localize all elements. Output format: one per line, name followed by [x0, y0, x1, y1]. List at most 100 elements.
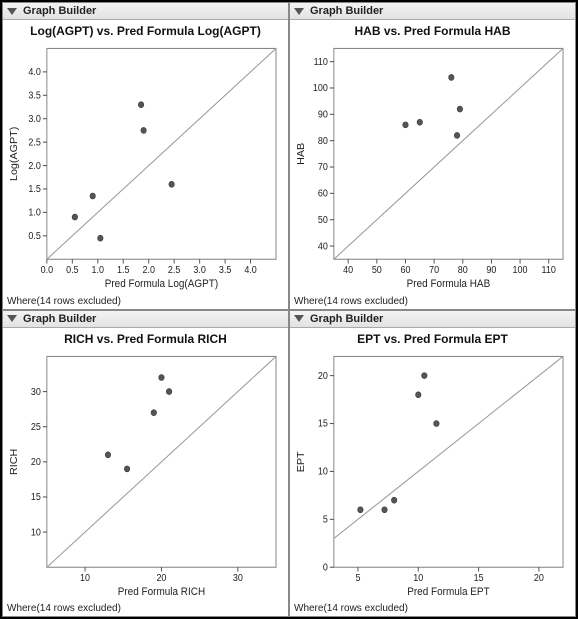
data-point	[434, 420, 440, 426]
y-tick-label: 110	[314, 57, 328, 67]
x-tick-label: 3.5	[219, 265, 231, 275]
y-tick-label: 70	[318, 162, 328, 172]
data-point	[159, 374, 165, 380]
disclosure-triangle-icon[interactable]	[7, 8, 17, 15]
panel-header-label: Graph Builder	[310, 5, 383, 17]
x-tick-label: 100	[513, 265, 528, 275]
chart-panel: Graph BuilderEPT vs. Pred Formula EPT510…	[289, 310, 576, 618]
y-tick-label: 40	[318, 241, 328, 251]
data-point	[382, 506, 388, 512]
x-tick-label: 2.0	[142, 265, 154, 275]
x-tick-label: 40	[343, 265, 353, 275]
y-tick-label: 100	[313, 83, 328, 93]
y-tick-label: 5	[323, 514, 328, 524]
data-point	[391, 497, 397, 503]
data-point	[166, 388, 172, 394]
data-point	[457, 106, 463, 112]
chart-area: 5 10 15 20 0 5 10 15 20 Pred Formula EPT EPT	[294, 350, 571, 600]
y-tick-label: 80	[318, 136, 328, 146]
panel-header-label: Graph Builder	[23, 5, 96, 17]
x-tick-label: 30	[233, 572, 243, 582]
y-tick-label: 10	[318, 466, 328, 476]
chart-title: RICH vs. Pred Formula RICH	[3, 328, 288, 348]
x-tick-label: 0.5	[66, 265, 78, 275]
x-tick-label: 20	[534, 572, 544, 582]
data-point	[105, 451, 111, 457]
x-axis-label: Pred Formula HAB	[407, 279, 491, 290]
y-tick-label: 60	[318, 188, 328, 198]
data-point	[415, 391, 421, 397]
data-point	[151, 409, 157, 415]
y-tick-label: 10	[31, 527, 41, 537]
panel-header[interactable]: Graph Builder	[290, 3, 575, 20]
y-tick-label: 4.0	[28, 67, 40, 77]
panel-header[interactable]: Graph Builder	[3, 311, 288, 328]
chart-svg: 5 10 15 20 0 5 10 15 20 Pred Formula EPT EPT	[294, 350, 571, 600]
data-point	[90, 193, 96, 199]
chart-panel: Graph Builder HAB vs. Pred Formula HAB 40 5…	[289, 2, 576, 310]
y-tick-label: 15	[318, 418, 328, 428]
chart-area: 10 20 30 10 15 20 25 30 Pred Formula RICH RICH	[7, 350, 284, 600]
x-tick-label: 60	[400, 265, 410, 275]
data-point	[449, 74, 455, 80]
y-axis-label: EPT	[296, 450, 307, 472]
x-tick-label: 20	[156, 572, 166, 582]
y-tick-label: 50	[318, 215, 328, 225]
data-point	[98, 235, 104, 241]
x-tick-label: 10	[80, 572, 90, 582]
x-axis-label: Pred Formula RICH	[118, 586, 205, 597]
chart-svg: 405060708090100110405060708090100110Pred…	[294, 42, 571, 292]
x-tick-label: 4.0	[244, 265, 256, 275]
y-tick-label: 20	[318, 370, 328, 380]
chart-panel: Graph BuilderLog(AGPT) vs. Pred Formula …	[2, 2, 289, 310]
x-axis-label: Pred Formula Log(AGPT)	[105, 279, 218, 290]
where-clause: Where(14 rows excluded)	[290, 601, 575, 616]
chart-panel: Graph BuilderRICH vs. Pred Formula RICH1…	[2, 310, 289, 618]
y-axis-label: HAB	[296, 143, 307, 165]
y-axis-label: Log(AGPT)	[9, 127, 20, 181]
disclosure-triangle-icon[interactable]	[7, 315, 17, 322]
panel-header-label: Graph Builder	[23, 313, 96, 325]
panel-header[interactable]: Graph Builder	[290, 311, 575, 328]
y-tick-label: 3.5	[28, 90, 40, 100]
x-tick-label: 80	[458, 265, 468, 275]
x-tick-label: 5	[355, 572, 360, 582]
x-tick-label: 10	[413, 572, 423, 582]
x-axis-label: Pred Formula EPT	[407, 586, 490, 597]
y-tick-label: 30	[31, 386, 41, 396]
y-tick-label: 20	[31, 456, 41, 466]
data-point	[358, 506, 364, 512]
x-tick-label: 15	[474, 572, 484, 582]
x-tick-label: 70	[429, 265, 439, 275]
where-clause: Where(14 rows excluded)	[290, 294, 575, 309]
chart-svg: 0.00.51.01.52.02.53.03.54.00.51.01.52.02…	[7, 42, 284, 292]
y-tick-label: 1.0	[28, 207, 40, 217]
y-tick-label: 90	[318, 109, 328, 119]
y-tick-label: 3.0	[28, 114, 40, 124]
chart-title: HAB vs. Pred Formula HAB	[290, 20, 575, 40]
y-axis-label: RICH	[9, 448, 20, 474]
chart-svg: 10 20 30 10 15 20 25 30 Pred Formula RICH RICH	[7, 350, 284, 600]
y-tick-label: 15	[31, 491, 41, 501]
panel-header[interactable]: Graph Builder	[3, 3, 288, 20]
reference-line	[334, 356, 563, 538]
y-tick-label: 25	[31, 421, 41, 431]
data-point	[417, 119, 423, 125]
y-tick-label: 1.5	[28, 184, 40, 194]
data-point	[72, 214, 78, 220]
y-tick-label: 0	[323, 562, 328, 572]
data-point	[454, 132, 460, 138]
data-point	[124, 465, 130, 471]
y-tick-label: 2.0	[28, 160, 40, 170]
where-clause: Where(14 rows excluded)	[3, 294, 288, 309]
x-tick-label: 90	[486, 265, 496, 275]
disclosure-triangle-icon[interactable]	[294, 315, 304, 322]
data-point	[422, 372, 428, 378]
y-tick-label: 0.5	[28, 231, 40, 241]
reference-line	[334, 48, 563, 259]
chart-area: 0.00.51.01.52.02.53.03.54.00.51.01.52.02…	[7, 42, 284, 292]
data-point	[141, 127, 147, 133]
disclosure-triangle-icon[interactable]	[294, 8, 304, 15]
y-tick-label: 2.5	[28, 137, 40, 147]
x-tick-label: 50	[372, 265, 382, 275]
